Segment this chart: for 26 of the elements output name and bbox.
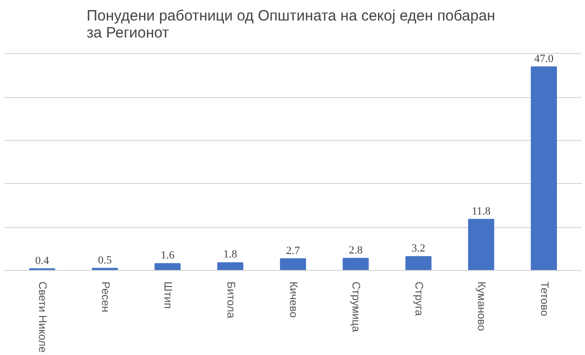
bar xyxy=(342,258,369,270)
chart-title: Понудени работници од Општината на секој еден побаран за Регионот xyxy=(86,8,496,42)
data-label: 1.6 xyxy=(160,250,175,262)
data-label: 0.4 xyxy=(35,254,50,267)
data-label: 2.7 xyxy=(286,244,300,257)
x-tick-label: Штип xyxy=(162,282,174,309)
bar xyxy=(217,262,244,270)
bar xyxy=(468,218,494,270)
data-label: 2.8 xyxy=(348,244,364,256)
x-tick-label: Куманово xyxy=(475,282,488,331)
x-tick-label: Кичево xyxy=(287,282,299,318)
bar xyxy=(280,258,306,270)
x-tick-label: Струга xyxy=(412,282,424,317)
data-label: 1.8 xyxy=(223,248,238,261)
data-label: 3.2 xyxy=(412,242,426,255)
data-label: 0.5 xyxy=(98,254,112,266)
bar xyxy=(405,256,432,270)
x-tick-label: Битола xyxy=(224,282,236,320)
bar xyxy=(530,66,557,270)
data-label: 11.8 xyxy=(472,205,492,218)
bar xyxy=(154,263,181,270)
x-tick-label: Свети Николе xyxy=(36,282,48,353)
x-tick-label: Тетово xyxy=(538,282,550,316)
x-tick-label: Ресен xyxy=(98,282,111,312)
x-tick-label: Струмица xyxy=(350,282,362,333)
data-label: 47.0 xyxy=(534,52,554,65)
